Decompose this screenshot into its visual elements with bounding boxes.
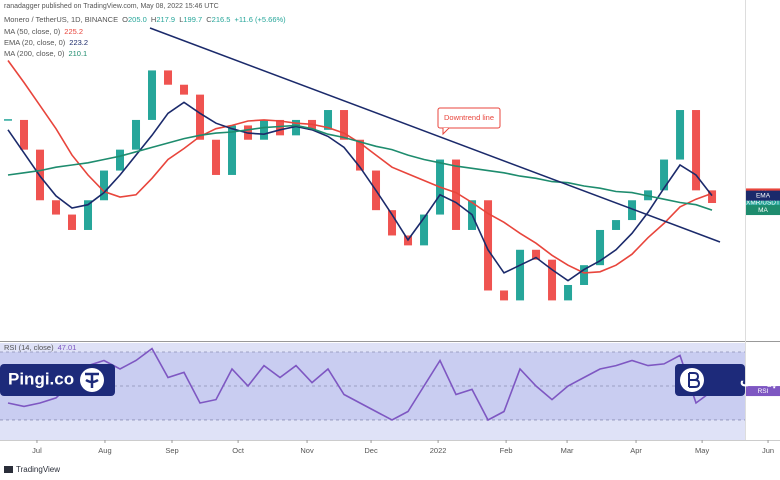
candle	[228, 125, 237, 175]
candle	[452, 159, 461, 230]
series-line	[7, 347, 713, 422]
candle	[484, 200, 493, 291]
candle	[612, 220, 621, 230]
candle	[420, 214, 429, 246]
legend-name: MA (200, close, 0)	[4, 49, 65, 58]
candle	[596, 229, 605, 266]
candle	[116, 149, 125, 171]
quote-label: C	[206, 15, 212, 24]
annotation: Downtrend line	[444, 113, 494, 122]
candle	[356, 139, 365, 171]
price-tag	[746, 205, 780, 216]
candle	[84, 200, 93, 230]
candle	[500, 290, 509, 301]
trend-line	[149, 27, 721, 243]
candle	[564, 284, 573, 301]
watermark-left: Pingi.co	[8, 369, 74, 388]
candle	[260, 119, 269, 140]
series-line	[7, 60, 713, 274]
candle	[164, 70, 173, 85]
candle	[580, 265, 589, 285]
x-tick-label: 2022	[430, 446, 447, 455]
candle	[516, 249, 525, 301]
price-tag-label: MA	[758, 207, 768, 214]
quote-change: +11.6 (+5.66%)	[235, 15, 287, 24]
candle	[692, 110, 701, 191]
candle	[628, 200, 637, 221]
candle	[68, 214, 77, 230]
series-line	[7, 124, 713, 211]
legend-value: 225.2	[64, 27, 83, 36]
candle	[340, 110, 349, 140]
candle	[660, 159, 669, 191]
candle	[708, 190, 717, 204]
symbol: Monero / TetherUS, 1D, BINANCE	[4, 15, 118, 24]
annotation-pointer	[442, 127, 450, 136]
legend-name: MA (50, close, 0)	[4, 27, 61, 36]
x-tick-label: Dec	[364, 446, 378, 455]
quote-value: 205.0	[128, 15, 147, 24]
candle	[276, 119, 285, 136]
price-tag	[746, 198, 780, 209]
footer: TradingView	[16, 465, 60, 474]
candle	[148, 70, 157, 120]
bitcoin-glyph	[688, 372, 701, 388]
symbol-line: Monero / TetherUS, 1D, BINANCE O205.0 H2…	[4, 15, 286, 24]
legend-entry: RSI (14, close) 47.01	[4, 343, 76, 352]
x-tick-label: Jun	[762, 446, 774, 455]
publisher: ranadagger published on TradingView.com,…	[4, 3, 219, 10]
quote-value: 199.7	[183, 15, 202, 24]
legend-entry: MA (50, close, 0) 225.2	[4, 27, 83, 36]
legend-entry: EMA (20, close, 0) 223.2	[4, 38, 88, 47]
x-tick-label: Apr	[630, 446, 642, 455]
tv-logo	[4, 466, 13, 473]
candle	[100, 170, 109, 201]
candle	[180, 84, 189, 95]
legend-name: RSI (14, close)	[4, 343, 54, 352]
tether-glyph	[85, 372, 99, 388]
annotation-box	[437, 107, 501, 129]
price-tag-label: XMR/USDT	[746, 200, 780, 207]
price-tag	[746, 386, 780, 397]
plot-area: XMR/USDTMAEMAMARSIJulAugSepOctNovDec2022…	[0, 60, 780, 455]
legend-name: EMA (20, close, 0)	[4, 38, 66, 47]
x-tick-label: Aug	[98, 446, 111, 455]
candle	[324, 110, 333, 130]
series-line	[7, 101, 713, 282]
candle	[132, 119, 141, 150]
candle	[548, 259, 557, 301]
price-tag	[746, 190, 780, 201]
quote-value: 216.5	[212, 15, 231, 24]
candle	[20, 119, 29, 150]
watermark-right: پینگی	[740, 369, 777, 389]
quote-label: H	[151, 15, 156, 24]
quote-value: 217.9	[156, 15, 175, 24]
x-tick-label: Mar	[561, 446, 574, 455]
candle	[212, 139, 221, 175]
legend-value: 210.1	[68, 49, 87, 58]
legend-value: 47.01	[58, 343, 77, 352]
candle	[52, 200, 61, 215]
quote-label: O	[122, 15, 128, 24]
x-tick-label: Nov	[300, 446, 314, 455]
legend-value: 223.2	[69, 38, 88, 47]
x-tick-label: Jul	[32, 446, 42, 455]
candle	[388, 210, 397, 236]
candle	[676, 110, 685, 160]
price-tag-label: RSI	[758, 388, 769, 395]
x-tick-label: Feb	[500, 446, 513, 455]
x-tick-label: Sep	[165, 446, 178, 455]
price-tag-label: EMA	[756, 192, 771, 199]
x-tick-label: May	[695, 446, 709, 455]
x-tick-label: Oct	[232, 446, 245, 455]
candle	[532, 249, 541, 260]
candle	[196, 94, 205, 140]
quote-label: L	[179, 15, 183, 24]
candle	[292, 119, 301, 136]
legend-entry: MA (200, close, 0) 210.1	[4, 49, 87, 58]
